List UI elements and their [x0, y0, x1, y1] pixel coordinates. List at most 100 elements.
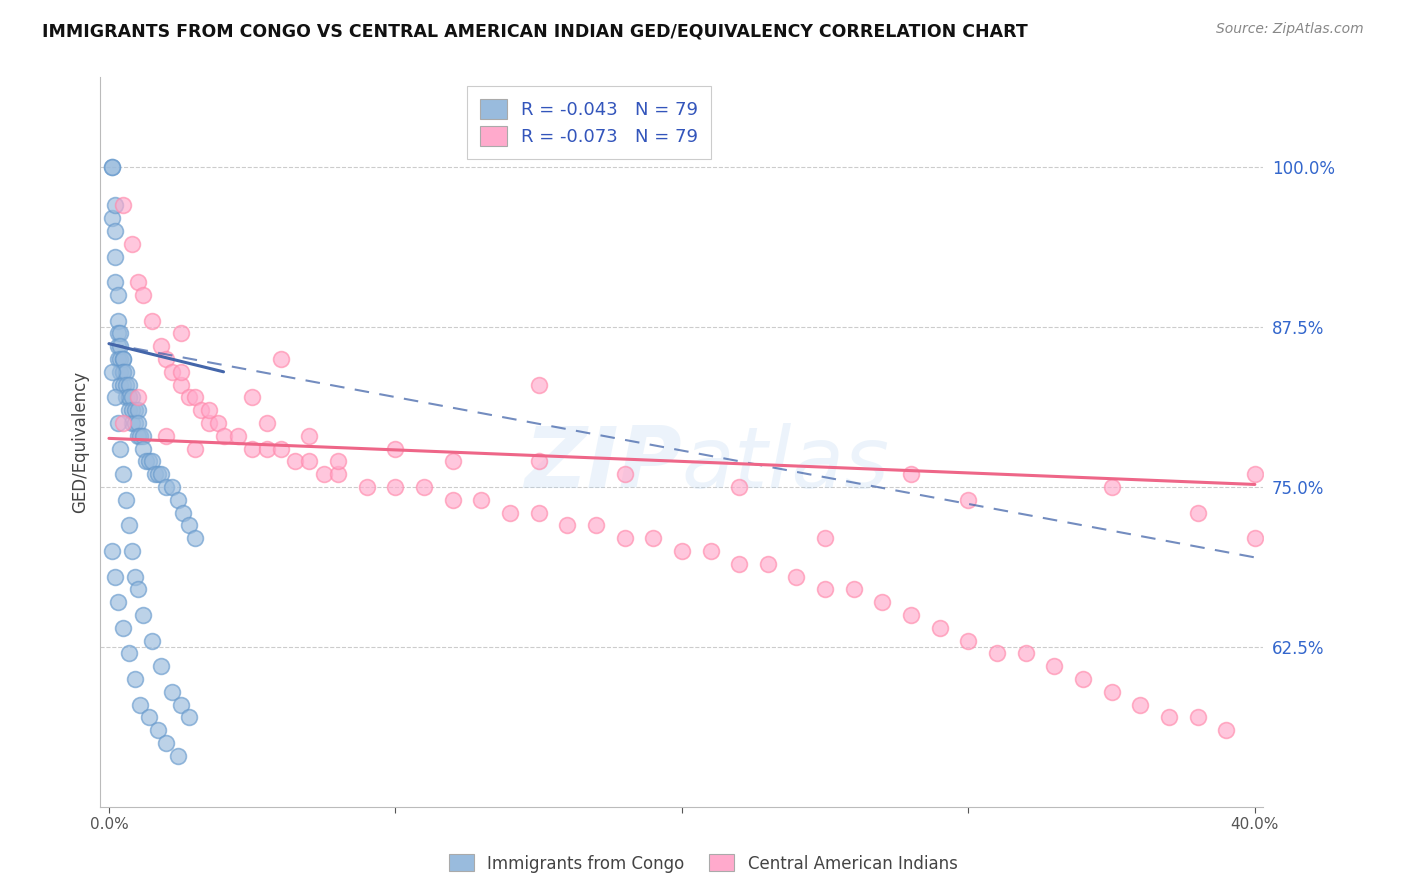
- Point: [166, 492, 188, 507]
- Point: [101, 160, 124, 174]
- Point: [112, 416, 135, 430]
- Point: [499, 506, 522, 520]
- Point: [814, 582, 837, 597]
- Point: [132, 607, 155, 622]
- Point: [115, 365, 138, 379]
- Point: [135, 454, 157, 468]
- Point: [155, 351, 177, 366]
- Point: [141, 454, 163, 468]
- Point: [527, 454, 550, 468]
- Point: [284, 454, 307, 468]
- Point: [121, 236, 143, 251]
- Point: [118, 403, 141, 417]
- Point: [1101, 480, 1123, 494]
- Point: [101, 365, 124, 379]
- Point: [110, 365, 132, 379]
- Point: [127, 429, 149, 443]
- Point: [226, 429, 249, 443]
- Point: [107, 339, 129, 353]
- Point: [124, 403, 146, 417]
- Point: [1129, 698, 1152, 712]
- Point: [112, 377, 135, 392]
- Text: ZIP: ZIP: [524, 423, 682, 506]
- Point: [101, 544, 124, 558]
- Point: [384, 480, 406, 494]
- Point: [129, 698, 152, 712]
- Point: [184, 442, 207, 456]
- Point: [112, 198, 135, 212]
- Point: [112, 365, 135, 379]
- Point: [146, 467, 169, 482]
- Point: [872, 595, 894, 609]
- Point: [298, 429, 321, 443]
- Point: [1101, 685, 1123, 699]
- Point: [149, 659, 172, 673]
- Point: [121, 416, 143, 430]
- Point: [169, 326, 191, 341]
- Point: [842, 582, 865, 597]
- Point: [112, 621, 135, 635]
- Point: [143, 467, 166, 482]
- Point: [384, 442, 406, 456]
- Point: [169, 377, 191, 392]
- Point: [240, 391, 263, 405]
- Point: [179, 391, 201, 405]
- Point: [613, 467, 636, 482]
- Point: [312, 467, 335, 482]
- Point: [118, 377, 141, 392]
- Point: [129, 429, 152, 443]
- Text: Source: ZipAtlas.com: Source: ZipAtlas.com: [1216, 22, 1364, 37]
- Point: [112, 467, 135, 482]
- Point: [184, 531, 207, 545]
- Point: [155, 736, 177, 750]
- Point: [470, 492, 492, 507]
- Point: [585, 518, 607, 533]
- Text: atlas: atlas: [682, 423, 890, 506]
- Point: [814, 531, 837, 545]
- Point: [1187, 506, 1209, 520]
- Point: [160, 365, 183, 379]
- Point: [900, 467, 922, 482]
- Point: [169, 698, 191, 712]
- Point: [110, 339, 132, 353]
- Point: [124, 416, 146, 430]
- Point: [104, 224, 127, 238]
- Point: [957, 633, 980, 648]
- Point: [413, 480, 436, 494]
- Point: [756, 557, 779, 571]
- Point: [928, 621, 950, 635]
- Point: [138, 454, 160, 468]
- Point: [1014, 647, 1036, 661]
- Point: [127, 275, 149, 289]
- Point: [728, 557, 751, 571]
- Point: [441, 492, 464, 507]
- Point: [957, 492, 980, 507]
- Point: [160, 480, 183, 494]
- Point: [141, 633, 163, 648]
- Point: [643, 531, 665, 545]
- Point: [986, 647, 1008, 661]
- Point: [141, 313, 163, 327]
- Point: [184, 391, 207, 405]
- Point: [110, 442, 132, 456]
- Point: [112, 351, 135, 366]
- Point: [1215, 723, 1237, 738]
- Point: [160, 685, 183, 699]
- Point: [110, 326, 132, 341]
- Point: [112, 365, 135, 379]
- Point: [124, 569, 146, 583]
- Point: [127, 582, 149, 597]
- Point: [172, 506, 194, 520]
- Point: [107, 595, 129, 609]
- Point: [115, 492, 138, 507]
- Point: [118, 391, 141, 405]
- Point: [107, 326, 129, 341]
- Point: [132, 288, 155, 302]
- Point: [104, 250, 127, 264]
- Point: [104, 569, 127, 583]
- Point: [1043, 659, 1066, 673]
- Point: [1187, 710, 1209, 724]
- Point: [155, 429, 177, 443]
- Y-axis label: GED/Equivalency: GED/Equivalency: [72, 371, 89, 513]
- Point: [198, 403, 221, 417]
